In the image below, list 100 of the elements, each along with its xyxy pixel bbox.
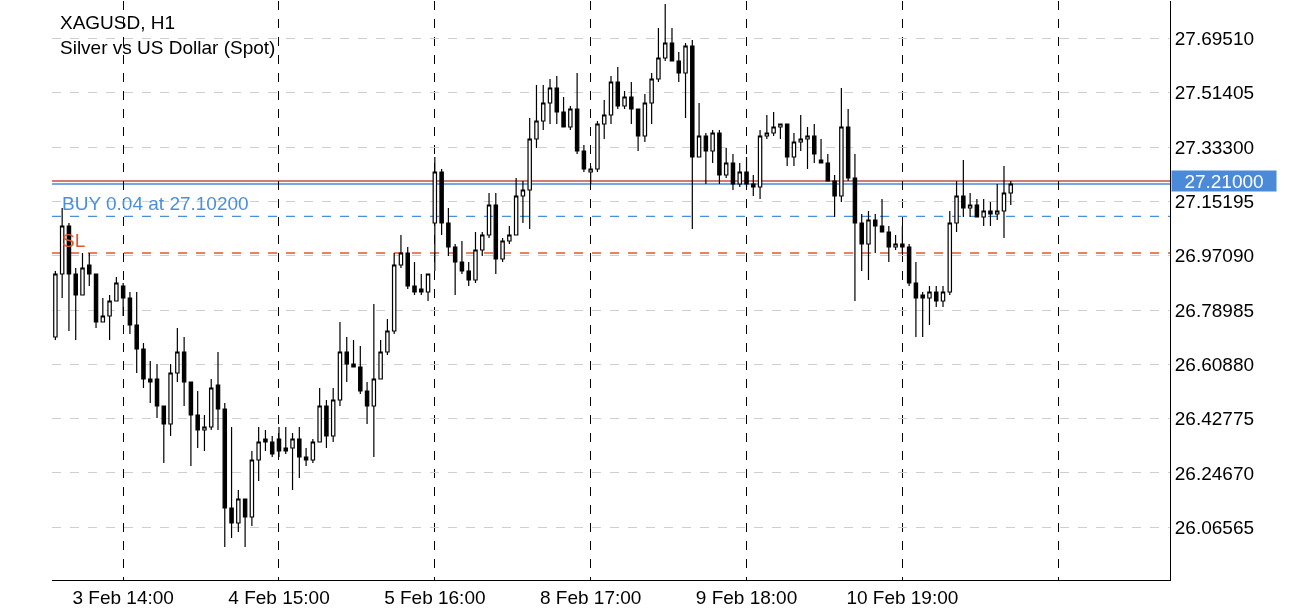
candlestick [371, 303, 377, 458]
x-tick-label: 10 Feb 19:00 [846, 586, 959, 608]
candlestick [215, 351, 221, 431]
candlestick [120, 282, 126, 317]
candlestick [398, 234, 404, 269]
candlestick [954, 180, 959, 233]
candlestick [181, 336, 187, 407]
candlestick [80, 252, 85, 296]
candlestick [649, 72, 654, 125]
x-tick-label: 5 Feb 16:00 [384, 586, 486, 608]
candlestick [771, 111, 776, 137]
candlestick [723, 147, 729, 179]
candlestick [290, 432, 295, 491]
x-tick-label: 8 Feb 17:00 [539, 586, 642, 608]
candlestick [242, 498, 248, 548]
candlestick [961, 159, 966, 218]
candlestick [53, 270, 58, 341]
candlestick [642, 93, 648, 143]
candlestick [195, 390, 200, 449]
candlestick [784, 123, 790, 167]
y-tick-label: 26.60880 [1174, 354, 1255, 376]
candlestick [391, 252, 397, 335]
candlestick [493, 192, 499, 275]
candlestick [574, 72, 580, 155]
candlestick [202, 414, 207, 452]
candlestick [310, 438, 316, 464]
candlestick [330, 387, 336, 443]
y-tick-label: 26.06565 [1174, 516, 1255, 538]
candlestick [757, 129, 763, 200]
candlestick [507, 225, 512, 245]
candlestick [622, 90, 627, 110]
y-tick-label: 27.33300 [1174, 136, 1255, 158]
candlestick [446, 207, 451, 257]
candlestick [175, 327, 180, 383]
candlestick [947, 210, 953, 296]
candlestick [486, 192, 492, 239]
candlestick [933, 285, 939, 308]
y-tick-label: 26.97090 [1174, 245, 1255, 267]
candlestick [561, 96, 566, 128]
candlestick [601, 99, 607, 140]
candlestick [513, 177, 519, 236]
candlestick [466, 261, 471, 287]
candlestick [364, 381, 370, 425]
y-tick-label: 26.78985 [1174, 299, 1255, 321]
candlestick [615, 66, 621, 110]
candlestick [832, 174, 837, 218]
candlestick [981, 198, 986, 227]
candlestick [920, 291, 925, 338]
candlestick [595, 120, 600, 173]
candlestick [974, 198, 980, 218]
candlestick [500, 237, 505, 263]
candlestick [385, 318, 390, 356]
candlestick [127, 291, 133, 335]
candlestick [141, 342, 146, 389]
y-tick-label: 27.51405 [1174, 82, 1255, 104]
candlestick [791, 132, 797, 167]
candlestick [208, 378, 214, 431]
candlestick [805, 126, 810, 170]
candlestick [886, 225, 892, 263]
candlestick [93, 273, 99, 329]
candlestick [913, 261, 919, 338]
candlestick [317, 387, 322, 443]
candlestick [940, 285, 946, 308]
candlestick [988, 201, 993, 227]
candlestick [324, 399, 329, 449]
candlestick [107, 294, 112, 341]
candlestick [412, 261, 417, 296]
candlestick [134, 291, 139, 374]
candlestick [263, 429, 268, 452]
candlestick [358, 345, 363, 395]
candlestick [114, 276, 119, 302]
candlestick [405, 246, 410, 290]
candlestick [852, 153, 858, 302]
candlestick [906, 243, 912, 287]
candlestick [737, 162, 742, 188]
y-tick-label: 27.15195 [1174, 191, 1255, 213]
candlestick [527, 117, 532, 230]
candlestick [520, 180, 526, 224]
candlestick [161, 405, 167, 464]
candlestick [859, 213, 864, 272]
candlestick [337, 321, 343, 407]
candlestick [778, 123, 783, 140]
candlestick [656, 27, 661, 83]
candlestick [59, 207, 65, 299]
y-tick-label: 27.69510 [1174, 28, 1255, 50]
candlestick [710, 129, 715, 164]
candlestick [419, 273, 424, 296]
candlestick [147, 360, 153, 404]
candlestick [480, 231, 485, 257]
candlestick [927, 285, 932, 326]
candlestick [73, 267, 78, 341]
candlestick [459, 240, 465, 275]
candlestick [87, 252, 92, 287]
x-tick-label: 9 Feb 18:00 [695, 586, 798, 608]
candlestick [473, 231, 478, 284]
candlestick [751, 174, 756, 197]
candlestick [608, 75, 614, 125]
candlestick [554, 75, 560, 125]
candlestick [1008, 180, 1014, 206]
candlestick [825, 153, 831, 182]
